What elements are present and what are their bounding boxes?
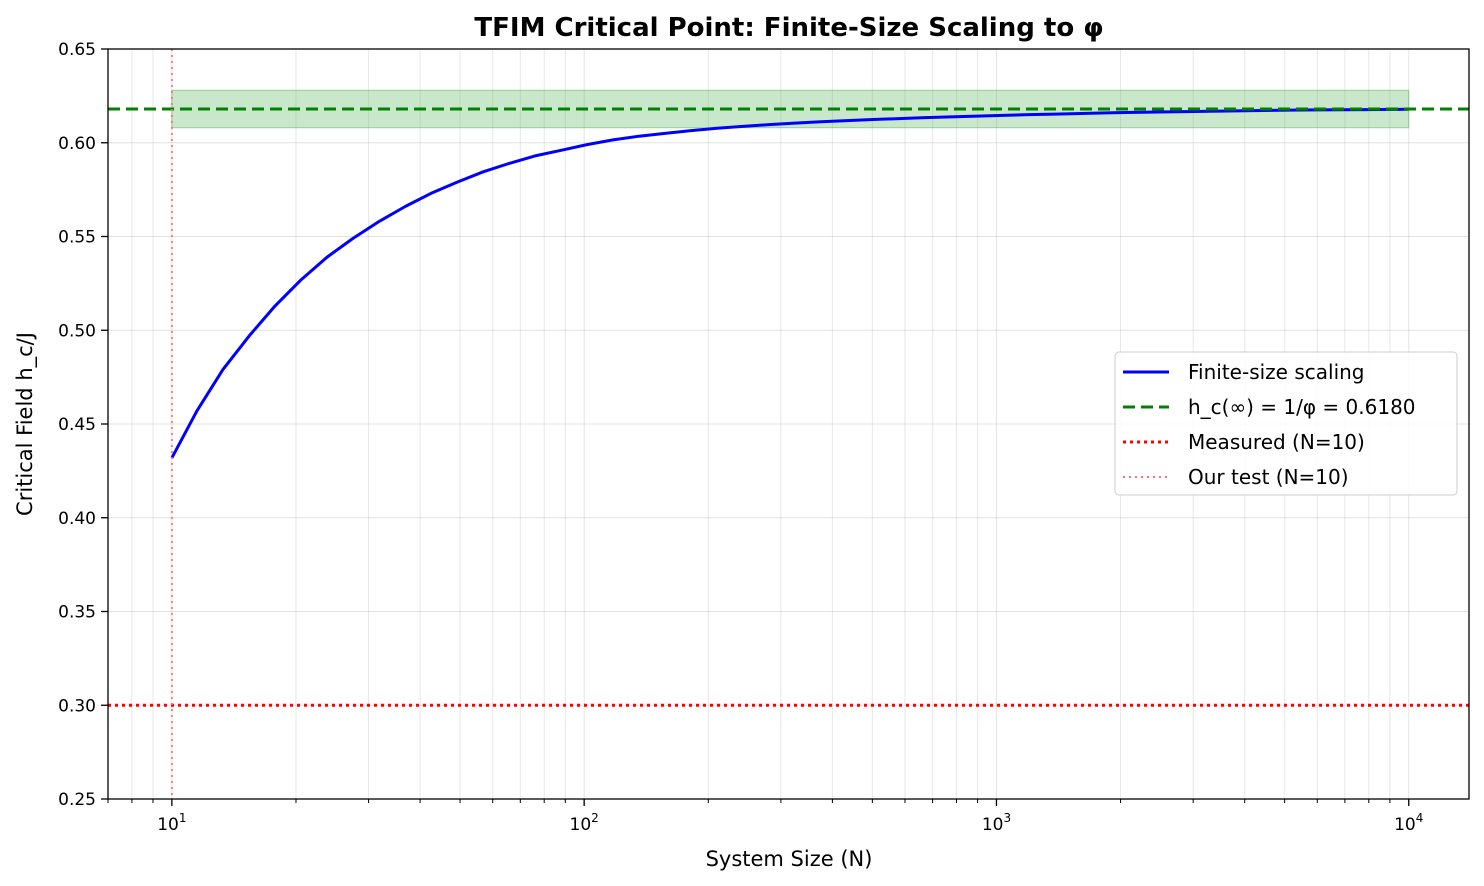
x-axis-label: System Size (N) [706, 847, 873, 871]
y-tick-label: 0.25 [58, 790, 96, 810]
y-axis-ticks: 0.25 0.30 0.35 0.40 0.45 0.50 0.55 0.60 0.65 [58, 40, 108, 810]
legend-box [1114, 351, 1458, 496]
x-tick-label: 102 [570, 811, 599, 835]
legend-label: Measured (N=10) [1188, 430, 1365, 454]
chart-title: TFIM Critical Point: Finite-Size Scaling… [474, 13, 1103, 43]
y-tick-label: 0.35 [58, 603, 96, 623]
x-axis-ticks: 101 102 103 104 [107, 799, 1423, 835]
y-tick-label: 0.45 [58, 415, 96, 435]
series-lines [108, 49, 1469, 799]
x-tick-label-exponent: 4 [1416, 811, 1424, 825]
x-tick-label: 104 [1394, 811, 1423, 835]
x-tick-label-base: 10 [570, 815, 592, 835]
legend: Finite-size scaling h_c(∞) = 1/φ = 0.6180… [1114, 351, 1458, 496]
finite-size-scaling-line [170, 107, 1409, 459]
y-axis-label: Critical Field h_c/J [13, 332, 38, 516]
x-tick-label-exponent: 2 [591, 811, 599, 825]
legend-label: h_c(∞) = 1/φ = 0.6180 [1188, 395, 1416, 419]
x-tick-label-base: 10 [157, 815, 179, 835]
x-tick-label-exponent: 1 [179, 811, 187, 825]
y-tick-label: 0.60 [58, 134, 96, 154]
y-tick-label: 0.50 [58, 321, 96, 341]
x-tick-label-base: 10 [1394, 815, 1416, 835]
legend-label: Our test (N=10) [1188, 465, 1349, 489]
y-tick-label: 0.40 [58, 509, 96, 529]
x-tick-label-base: 10 [982, 815, 1004, 835]
x-tick-label: 103 [982, 811, 1011, 835]
legend-label: Finite-size scaling [1188, 360, 1365, 384]
y-tick-label: 0.55 [58, 228, 96, 248]
y-tick-label: 0.30 [58, 696, 96, 716]
x-tick-label: 101 [157, 811, 186, 835]
y-tick-label: 0.65 [58, 40, 96, 60]
x-tick-label-exponent: 3 [1003, 811, 1011, 825]
